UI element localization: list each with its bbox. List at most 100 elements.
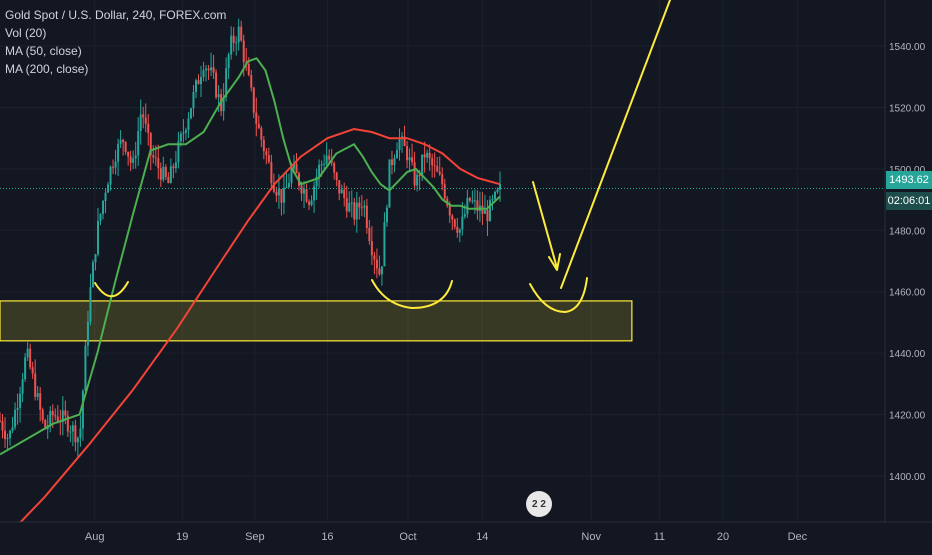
candle-body xyxy=(403,136,406,147)
legend-title[interactable]: Gold Spot / U.S. Dollar, 240, FOREX.com xyxy=(5,8,227,22)
candle-body xyxy=(94,254,97,263)
candle-body xyxy=(86,321,89,346)
candle-body xyxy=(277,189,280,196)
candle-body xyxy=(378,268,381,275)
candle-body xyxy=(300,185,303,194)
candle-body xyxy=(358,202,361,208)
candle-body xyxy=(139,114,142,132)
price-tick-label: 1440.00 xyxy=(889,349,926,360)
candle-body xyxy=(34,373,37,397)
candle-body xyxy=(456,226,459,233)
candle-body xyxy=(89,287,92,322)
candle-body xyxy=(81,390,84,429)
candle-body xyxy=(383,222,386,267)
candle-body xyxy=(345,198,348,212)
events-badge-icon[interactable]: 2 2 xyxy=(526,491,552,517)
candle-body xyxy=(380,266,383,275)
candle-body xyxy=(428,152,431,159)
candle-body xyxy=(207,68,210,71)
annotation-arc-1 xyxy=(94,281,129,298)
candle-body xyxy=(200,77,203,85)
candle-body xyxy=(44,420,47,430)
candle-body xyxy=(320,164,323,166)
legend-ma200[interactable]: MA (200, close) xyxy=(5,62,89,76)
candle-body xyxy=(36,393,39,397)
time-tick-label: 14 xyxy=(476,531,488,543)
candle-body xyxy=(290,168,293,184)
candle-body xyxy=(222,97,225,112)
candle-body xyxy=(295,163,298,174)
candle-body xyxy=(499,184,502,190)
candle-body xyxy=(473,200,476,202)
candle-body xyxy=(76,437,79,443)
price-tick-label: 1520.00 xyxy=(889,103,926,114)
time-tick-label: Aug xyxy=(85,531,105,543)
candle-body xyxy=(303,189,306,194)
candle-body xyxy=(79,428,82,438)
price-axis-panel xyxy=(885,0,932,550)
candle-body xyxy=(413,162,416,186)
candle-body xyxy=(325,155,328,164)
price-axis[interactable]: 1400.00 1420.00 1440.00 1460.00 1480.00 1500.… xyxy=(884,0,932,550)
candle-body xyxy=(416,174,419,186)
candle-body xyxy=(255,112,258,124)
ma50-line xyxy=(0,57,501,456)
candle-body xyxy=(154,157,157,159)
candle-body xyxy=(388,159,391,208)
candle-body xyxy=(112,166,115,168)
candle-body xyxy=(69,431,72,433)
candle-body xyxy=(275,191,278,196)
price-tick-label: 1400.00 xyxy=(889,472,926,483)
candle-body xyxy=(385,207,388,223)
legend-vol[interactable]: Vol (20) xyxy=(5,26,47,40)
candle-body xyxy=(172,166,175,169)
candle-body xyxy=(144,117,147,124)
candle-body xyxy=(117,143,120,162)
candle-body xyxy=(71,425,74,432)
candle-body xyxy=(396,150,399,159)
candle-body xyxy=(119,139,122,144)
price-tick-label: 1540.00 xyxy=(889,42,926,53)
candle-body xyxy=(318,164,321,177)
candle-body xyxy=(292,163,295,169)
candle-body xyxy=(431,158,434,166)
candle-body xyxy=(182,132,185,134)
candle-body xyxy=(31,367,34,374)
candle-body xyxy=(373,255,376,260)
candle-body xyxy=(96,220,99,255)
candle-body xyxy=(476,200,479,211)
candle-body xyxy=(230,35,233,55)
legend-ma50[interactable]: MA (50, close) xyxy=(5,44,82,58)
candle-body xyxy=(212,67,215,73)
time-tick-label: Sep xyxy=(245,531,265,543)
candle-body xyxy=(177,141,180,163)
candle-body xyxy=(496,189,499,192)
candle-body xyxy=(265,151,268,156)
candle-body xyxy=(370,241,373,256)
candle-body xyxy=(137,131,140,156)
candle-body xyxy=(184,130,187,133)
candle-body xyxy=(4,430,7,439)
candle-body xyxy=(122,139,125,143)
support-zone-group xyxy=(0,300,633,342)
candle-body xyxy=(51,411,54,416)
bar-countdown-tag: 02:06:01 xyxy=(886,192,932,210)
candle-body xyxy=(14,409,17,428)
time-tick-label: 20 xyxy=(717,531,729,543)
candle-body xyxy=(91,262,94,288)
candle-body xyxy=(109,166,112,185)
candle-body xyxy=(398,139,401,151)
candle-body xyxy=(142,114,145,118)
candle-body xyxy=(54,415,57,417)
candle-body xyxy=(250,75,253,88)
time-axis[interactable]: Aug 19 Sep 16 Oct 14 Nov 11 20 Dec xyxy=(0,521,932,550)
candle-body xyxy=(353,202,356,220)
ma200-line xyxy=(0,127,501,545)
candle-body xyxy=(426,152,429,158)
candle-body xyxy=(463,214,466,217)
annotation-arc-3 xyxy=(529,277,588,314)
candle-body xyxy=(102,200,105,214)
time-tick-label: 19 xyxy=(176,531,188,543)
candle-body xyxy=(240,26,243,41)
